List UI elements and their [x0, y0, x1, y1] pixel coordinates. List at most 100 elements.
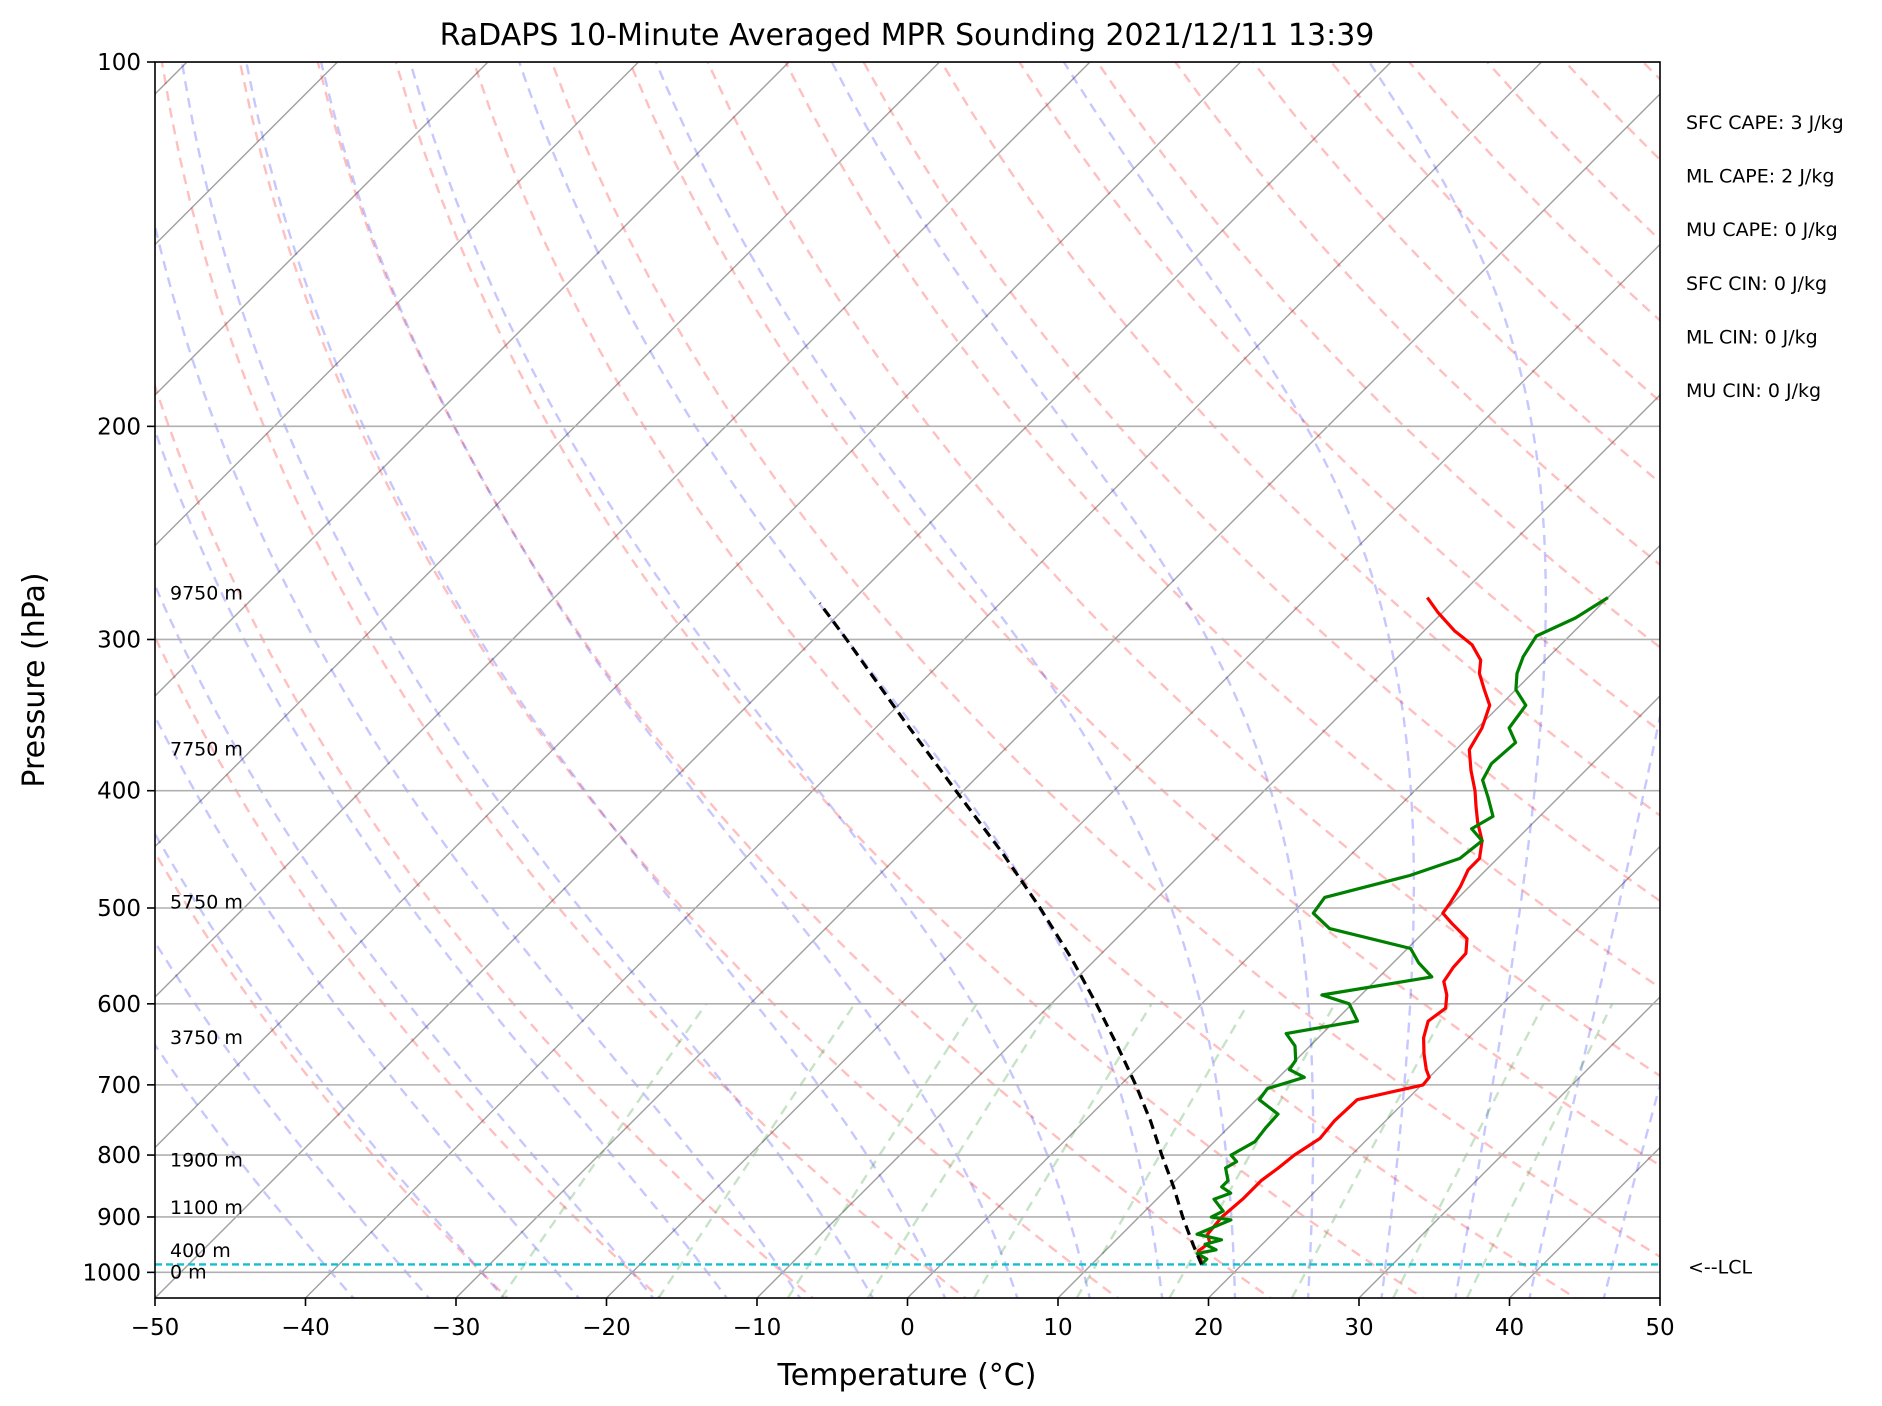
moist-adiabat	[1367, 62, 1547, 1298]
mixing-ratio-line	[657, 1003, 856, 1298]
moist-adiabat	[155, 940, 431, 1298]
temperature-line	[1196, 596, 1492, 1265]
x-tick-label: 50	[1645, 1315, 1674, 1341]
isotherm	[155, 62, 790, 697]
dry-adiabat	[160, 62, 968, 1298]
lcl-label: <--LCL	[1688, 1256, 1752, 1278]
sounding-series	[818, 596, 1609, 1266]
mixing-ratio-line	[1075, 1003, 1249, 1298]
y-tick-label: 500	[97, 896, 141, 922]
x-tick-label: 0	[900, 1315, 915, 1341]
isotherm	[1806, 7, 1882, 1303]
y-tick-label: 800	[97, 1143, 141, 1169]
dry-adiabat	[155, 634, 662, 1298]
y-tick-label: 700	[97, 1073, 141, 1099]
moist-adiabat	[155, 1042, 356, 1298]
x-tick-label: −20	[582, 1315, 631, 1341]
dry-adiabat	[784, 62, 1660, 990]
moist-adiabat	[155, 221, 802, 1298]
x-axis-ticks: −50 −40 −30 −20 −10 0 10 20 30 40 50	[131, 1298, 1675, 1341]
x-tick-label: −10	[733, 1315, 782, 1341]
moist-adiabat	[155, 714, 581, 1298]
y-tick-label: 400	[97, 779, 141, 805]
stability-indices: SFC CAPE: 3 J/kg ML CAPE: 2 J/kg MU CAPE: …	[1686, 112, 1844, 402]
dry-adiabat	[394, 62, 1426, 1298]
dry-adiabat	[1329, 62, 1660, 403]
dewpoint-line	[1195, 596, 1609, 1266]
isotherm	[155, 62, 1392, 1298]
stability-index: SFC CIN: 0 J/kg	[1686, 273, 1827, 295]
height-marker-label: 9750 m	[170, 583, 243, 605]
stability-index: MU CIN: 0 J/kg	[1686, 380, 1821, 402]
mixing-ratio-line	[972, 1003, 1153, 1298]
isotherm	[455, 93, 1660, 1298]
isotherm	[155, 62, 339, 246]
height-marker-label: 7750 m	[170, 739, 243, 761]
y-tick-label: 1000	[82, 1260, 141, 1286]
dry-adiabat	[155, 850, 510, 1298]
height-marker-label: 1100 m	[170, 1197, 243, 1219]
dry-adiabat	[155, 382, 815, 1298]
mixing-ratio-line	[1168, 1003, 1336, 1298]
isotherm	[155, 62, 640, 547]
isotherm	[605, 243, 1660, 1298]
dry-adiabat	[1485, 62, 1660, 242]
moist-adiabat	[1528, 710, 1660, 1298]
dry-adiabat	[1563, 62, 1660, 162]
dry-adiabat	[1095, 62, 1660, 649]
isotherm	[155, 62, 941, 848]
dry-adiabat	[1407, 62, 1660, 322]
moist-adiabat	[319, 62, 1019, 1298]
stability-index: MU CAPE: 0 J/kg	[1686, 219, 1838, 241]
dry-adiabat	[238, 62, 1120, 1298]
dry-adiabat	[862, 62, 1660, 903]
isotherm	[155, 62, 1242, 1149]
y-tick-label: 200	[97, 414, 141, 440]
moist-adiabat	[1677, 7, 1882, 1303]
stability-index: ML CIN: 0 J/kg	[1686, 326, 1818, 348]
moist-adiabat	[1602, 1080, 1660, 1298]
x-tick-label: −40	[281, 1315, 330, 1341]
moist-adiabat	[408, 62, 1091, 1298]
mixing-ratio-line	[786, 1003, 978, 1298]
dry-adiabat	[1641, 62, 1660, 81]
y-tick-label: 600	[97, 992, 141, 1018]
isotherm	[1659, 1297, 1660, 1298]
moist-adiabat	[155, 426, 729, 1298]
chart-title: RaDAPS 10-Minute Averaged MPR Sounding 2…	[440, 18, 1375, 53]
stability-index: ML CAPE: 2 J/kg	[1686, 166, 1834, 188]
lcl-label-group: <--LCL	[1688, 1256, 1752, 1278]
isotherm	[1207, 845, 1660, 1298]
moist-adiabat	[517, 62, 1164, 1298]
isotherm	[155, 62, 489, 396]
y-tick-label: 900	[97, 1205, 141, 1231]
plot-frame	[154, 61, 1661, 1299]
dry-adiabat	[316, 62, 1273, 1298]
x-tick-label: −30	[432, 1315, 481, 1341]
moist-adiabat	[180, 62, 875, 1298]
dry-adiabat	[706, 62, 1660, 1078]
isotherm	[756, 394, 1660, 1298]
y-axis-label: Pressure (hPa)	[17, 572, 52, 787]
stability-index: SFC CAPE: 3 J/kg	[1686, 112, 1844, 134]
x-tick-label: 40	[1495, 1315, 1524, 1341]
x-axis-label: Temperature (°C)	[777, 1358, 1037, 1393]
background-lines	[155, 7, 1882, 1303]
moist-adiabat	[155, 582, 655, 1298]
y-tick-label: 300	[97, 627, 141, 653]
y-axis-ticks: 1000 900 800 700 600 500 400 300 200 100	[82, 50, 155, 1286]
height-marker-label: 0 m	[170, 1261, 207, 1283]
dry-adiabat	[1667, 7, 1882, 1303]
isotherm	[1057, 695, 1660, 1298]
dry-adiabat	[628, 62, 1660, 1167]
dry-adiabat	[550, 62, 1660, 1259]
moist-adiabat	[245, 62, 947, 1298]
height-marker-label: 3750 m	[170, 1027, 243, 1049]
pressure-gridlines	[155, 62, 1660, 1274]
parcel-path-line	[818, 602, 1203, 1266]
moist-adiabat	[155, 831, 506, 1298]
y-tick-label: 100	[97, 50, 141, 76]
dry-adiabat	[940, 62, 1660, 817]
height-marker-label: 400 m	[170, 1240, 231, 1262]
